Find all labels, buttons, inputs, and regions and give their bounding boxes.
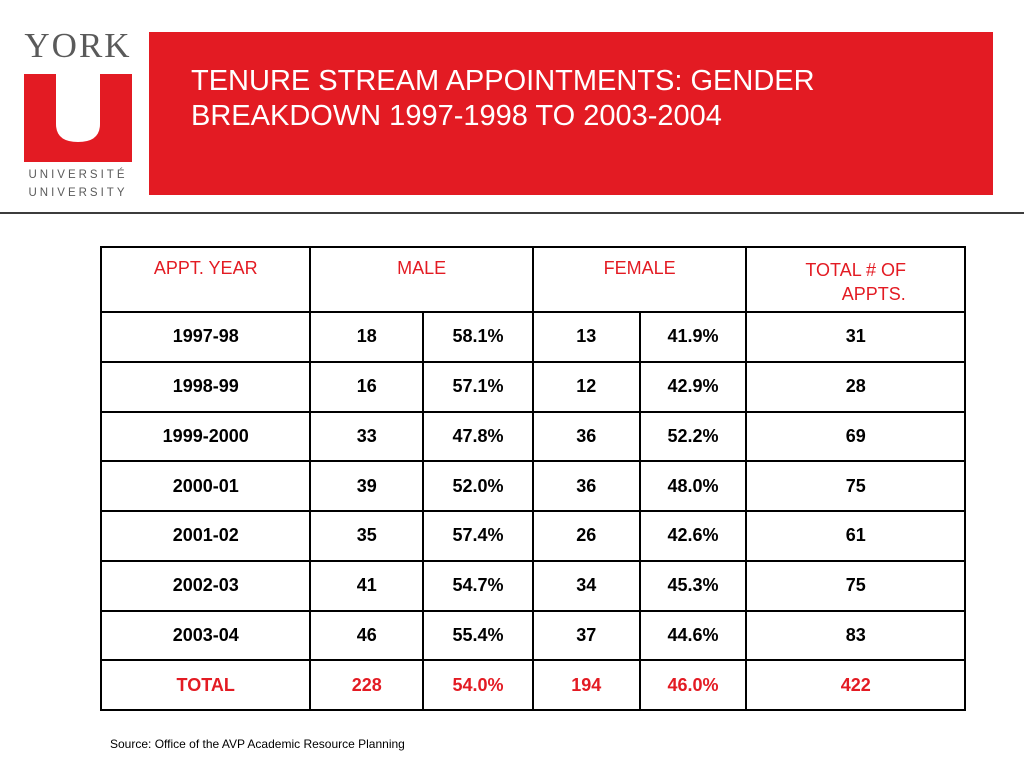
cell-male-pct: 54.7% — [422, 559, 534, 612]
cell-total-male-count: 228 — [309, 659, 425, 711]
cell-total-label: TOTAL — [99, 659, 312, 711]
cell-male-count: 46 — [309, 609, 425, 662]
logo-universite: UNIVERSITÉ — [28, 169, 128, 181]
cell-female-pct: 42.9% — [638, 360, 748, 413]
header-total-line2: APPTS. — [841, 284, 906, 304]
cell-year: 1998-99 — [99, 360, 312, 413]
title-banner: TENURE STREAM APPOINTMENTS: GENDER BREAK… — [149, 32, 993, 195]
cell-total-female-count: 194 — [531, 659, 641, 711]
cell-total: 28 — [745, 360, 966, 413]
table-total-row: TOTAL 228 54.0% 194 46.0% 422 — [99, 659, 966, 711]
table-row: 2000-01 39 52.0% 36 48.0% 75 — [99, 460, 966, 512]
cell-male-count: 16 — [309, 360, 425, 413]
header-male: MALE — [309, 246, 534, 313]
header-female: FEMALE — [531, 246, 748, 313]
cell-female-count: 26 — [531, 510, 641, 562]
cell-male-count: 35 — [309, 510, 425, 562]
cell-male-pct: 57.1% — [422, 360, 534, 413]
cell-year: 2001-02 — [99, 510, 312, 562]
cell-year: 2000-01 — [99, 460, 312, 512]
cell-female-pct: 48.0% — [638, 460, 748, 512]
table-row: 2001-02 35 57.4% 26 42.6% 61 — [99, 510, 966, 562]
cell-male-count: 41 — [309, 559, 425, 612]
cell-male-pct: 52.0% — [422, 460, 534, 512]
cell-male-pct: 58.1% — [422, 311, 534, 363]
table-row: 1997-98 18 58.1% 13 41.9% 31 — [99, 311, 966, 363]
cell-total: 75 — [745, 559, 966, 612]
appointments-table: APPT. YEAR MALE FEMALE TOTAL # OF APPTS.… — [99, 246, 966, 711]
cell-female-pct: 45.3% — [638, 559, 748, 612]
york-university-logo: YORK UNIVERSITÉ UNIVERSITY — [22, 28, 134, 204]
cell-total: 31 — [745, 311, 966, 363]
table-row: 1998-99 16 57.1% 12 42.9% 28 — [99, 360, 966, 413]
table-header-row: APPT. YEAR MALE FEMALE TOTAL # OF APPTS. — [99, 246, 966, 313]
header-total-appts: TOTAL # OF APPTS. — [745, 246, 966, 313]
cell-female-count: 12 — [531, 360, 641, 413]
table-row: 2003-04 46 55.4% 37 44.6% 83 — [99, 609, 966, 662]
cell-male-pct: 57.4% — [422, 510, 534, 562]
cell-female-count: 36 — [531, 460, 641, 512]
cell-total: 69 — [745, 410, 966, 463]
slide-title-line2: BREAKDOWN 1997-1998 TO 2003-2004 — [191, 100, 722, 132]
cell-male-count: 39 — [309, 460, 425, 512]
slide-title-line1: TENURE STREAM APPOINTMENTS: GENDER — [191, 65, 815, 97]
cell-female-pct: 41.9% — [638, 311, 748, 363]
cell-grand-total: 422 — [745, 659, 966, 711]
cell-year: 2002-03 — [99, 559, 312, 612]
cell-male-count: 18 — [309, 311, 425, 363]
table-row: 1999-2000 33 47.8% 36 52.2% 69 — [99, 410, 966, 463]
cell-year: 2003-04 — [99, 609, 312, 662]
logo-university: UNIVERSITY — [28, 187, 128, 199]
source-note: Source: Office of the AVP Academic Resou… — [110, 737, 405, 751]
cell-male-pct: 55.4% — [422, 609, 534, 662]
cell-male-count: 33 — [309, 410, 425, 463]
cell-female-count: 34 — [531, 559, 641, 612]
cell-total: 75 — [745, 460, 966, 512]
cell-male-pct: 47.8% — [422, 410, 534, 463]
cell-female-count: 13 — [531, 311, 641, 363]
cell-total-female-pct: 46.0% — [638, 659, 748, 711]
cell-total: 61 — [745, 510, 966, 562]
logo-u-mark-icon — [24, 74, 132, 162]
slide-title: TENURE STREAM APPOINTMENTS: GENDER BREAK… — [191, 64, 971, 134]
cell-female-pct: 52.2% — [638, 410, 748, 463]
cell-female-pct: 44.6% — [638, 609, 748, 662]
cell-female-count: 36 — [531, 410, 641, 463]
logo-wordmark: YORK — [24, 26, 132, 65]
header-appt-year: APPT. YEAR — [99, 246, 312, 313]
cell-total: 83 — [745, 609, 966, 662]
cell-year: 1999-2000 — [99, 410, 312, 463]
cell-female-count: 37 — [531, 609, 641, 662]
header-divider — [0, 212, 1024, 214]
cell-female-pct: 42.6% — [638, 510, 748, 562]
header-total-line1: TOTAL # OF — [805, 260, 907, 280]
table-row: 2002-03 41 54.7% 34 45.3% 75 — [99, 559, 966, 612]
cell-total-male-pct: 54.0% — [422, 659, 534, 711]
cell-year: 1997-98 — [99, 311, 312, 363]
